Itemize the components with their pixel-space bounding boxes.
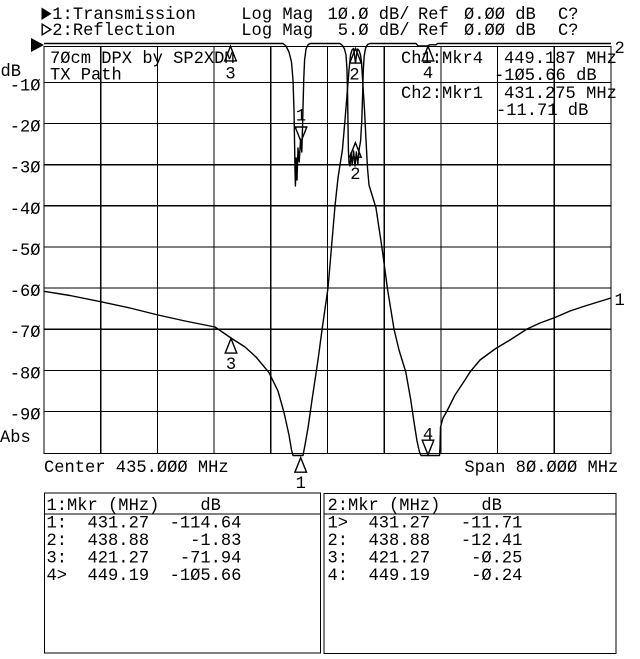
svg-text:3: 3 xyxy=(225,66,235,85)
svg-text:1Ø.Ø dB/: 1Ø.Ø dB/ xyxy=(328,6,410,25)
svg-text:C?: C? xyxy=(558,6,579,25)
svg-text:-4Ø: -4Ø xyxy=(10,201,41,220)
svg-text:7Øcm DPX by SP2XDM: 7Øcm DPX by SP2XDM xyxy=(50,50,235,69)
svg-text:2:Mkr (MHz) dB: 2:Mkr (MHz) dB xyxy=(328,497,502,516)
svg-text:2: 2 xyxy=(615,40,625,59)
svg-text:2: 438.88 -12.41: 2: 438.88 -12.41 xyxy=(328,532,523,551)
svg-text:3: 421.27 -71.94: 3: 421.27 -71.94 xyxy=(47,550,242,569)
svg-text:Center 435.ØØØ MHz: Center 435.ØØØ MHz xyxy=(44,459,229,478)
svg-text:1: 1 xyxy=(615,292,625,311)
svg-text:-3Ø: -3Ø xyxy=(10,160,41,179)
svg-text:Ref: Ref xyxy=(418,6,449,25)
svg-text:2: 2 xyxy=(349,67,359,86)
svg-text:Ø.ØØ dB: Ø.ØØ dB xyxy=(464,22,536,41)
svg-text:-2Ø: -2Ø xyxy=(10,119,41,138)
svg-text:Ref: Ref xyxy=(418,22,449,41)
svg-text:-11.71 dB: -11.71 dB xyxy=(496,102,588,121)
svg-text:-1Ø: -1Ø xyxy=(10,77,41,96)
svg-text:-7Ø: -7Ø xyxy=(10,324,41,343)
svg-text:4: 4 xyxy=(423,65,433,84)
svg-text:Ch1:Mkr4: Ch1:Mkr4 xyxy=(401,50,483,69)
svg-text:3: 3 xyxy=(226,356,236,375)
svg-text:Span 8Ø.ØØØ MHz: Span 8Ø.ØØØ MHz xyxy=(464,459,618,478)
svg-text:Log Mag: Log Mag xyxy=(241,22,313,41)
svg-text:4> 449.19 -1Ø5.66: 4> 449.19 -1Ø5.66 xyxy=(47,567,242,586)
svg-text:Log Mag: Log Mag xyxy=(241,6,313,25)
svg-text:4: 4 xyxy=(423,427,433,446)
svg-text:Ø.ØØ dB: Ø.ØØ dB xyxy=(464,6,536,25)
svg-text:C?: C? xyxy=(558,22,579,41)
svg-text:431.275 MHz: 431.275 MHz xyxy=(504,85,617,104)
svg-text:-1Ø5.66 dB: -1Ø5.66 dB xyxy=(494,67,597,86)
svg-text:dB: dB xyxy=(1,63,22,82)
svg-text:2: 2 xyxy=(350,166,360,185)
svg-text:2: 438.88 -1.83: 2: 438.88 -1.83 xyxy=(47,532,242,551)
svg-text:TX Path: TX Path xyxy=(50,67,122,86)
svg-text:-5Ø: -5Ø xyxy=(10,242,41,261)
svg-text:1> 431.27 -11.71: 1> 431.27 -11.71 xyxy=(328,515,523,534)
svg-text:4: 449.19 -Ø.24: 4: 449.19 -Ø.24 xyxy=(328,567,523,586)
svg-text:Abs: Abs xyxy=(0,429,31,448)
svg-text:2:Reflection: 2:Reflection xyxy=(52,22,175,41)
svg-text:-9Ø: -9Ø xyxy=(10,407,41,426)
svg-text:Ch2:Mkr1: Ch2:Mkr1 xyxy=(401,85,483,104)
svg-text:1: 1 xyxy=(296,475,306,494)
svg-text:-6Ø: -6Ø xyxy=(10,283,41,302)
svg-text:449.187 MHz: 449.187 MHz xyxy=(504,50,617,69)
svg-text:3: 421.27 -Ø.25: 3: 421.27 -Ø.25 xyxy=(328,550,523,569)
svg-text:-8Ø: -8Ø xyxy=(10,365,41,384)
svg-text:1: 1 xyxy=(296,108,306,127)
svg-text:1: 431.27 -114.64: 1: 431.27 -114.64 xyxy=(47,515,242,534)
svg-text:1:Transmission: 1:Transmission xyxy=(52,6,196,25)
svg-text:1:Mkr (MHz) dB: 1:Mkr (MHz) dB xyxy=(47,497,221,516)
svg-text:5.Ø dB/: 5.Ø dB/ xyxy=(338,22,410,41)
